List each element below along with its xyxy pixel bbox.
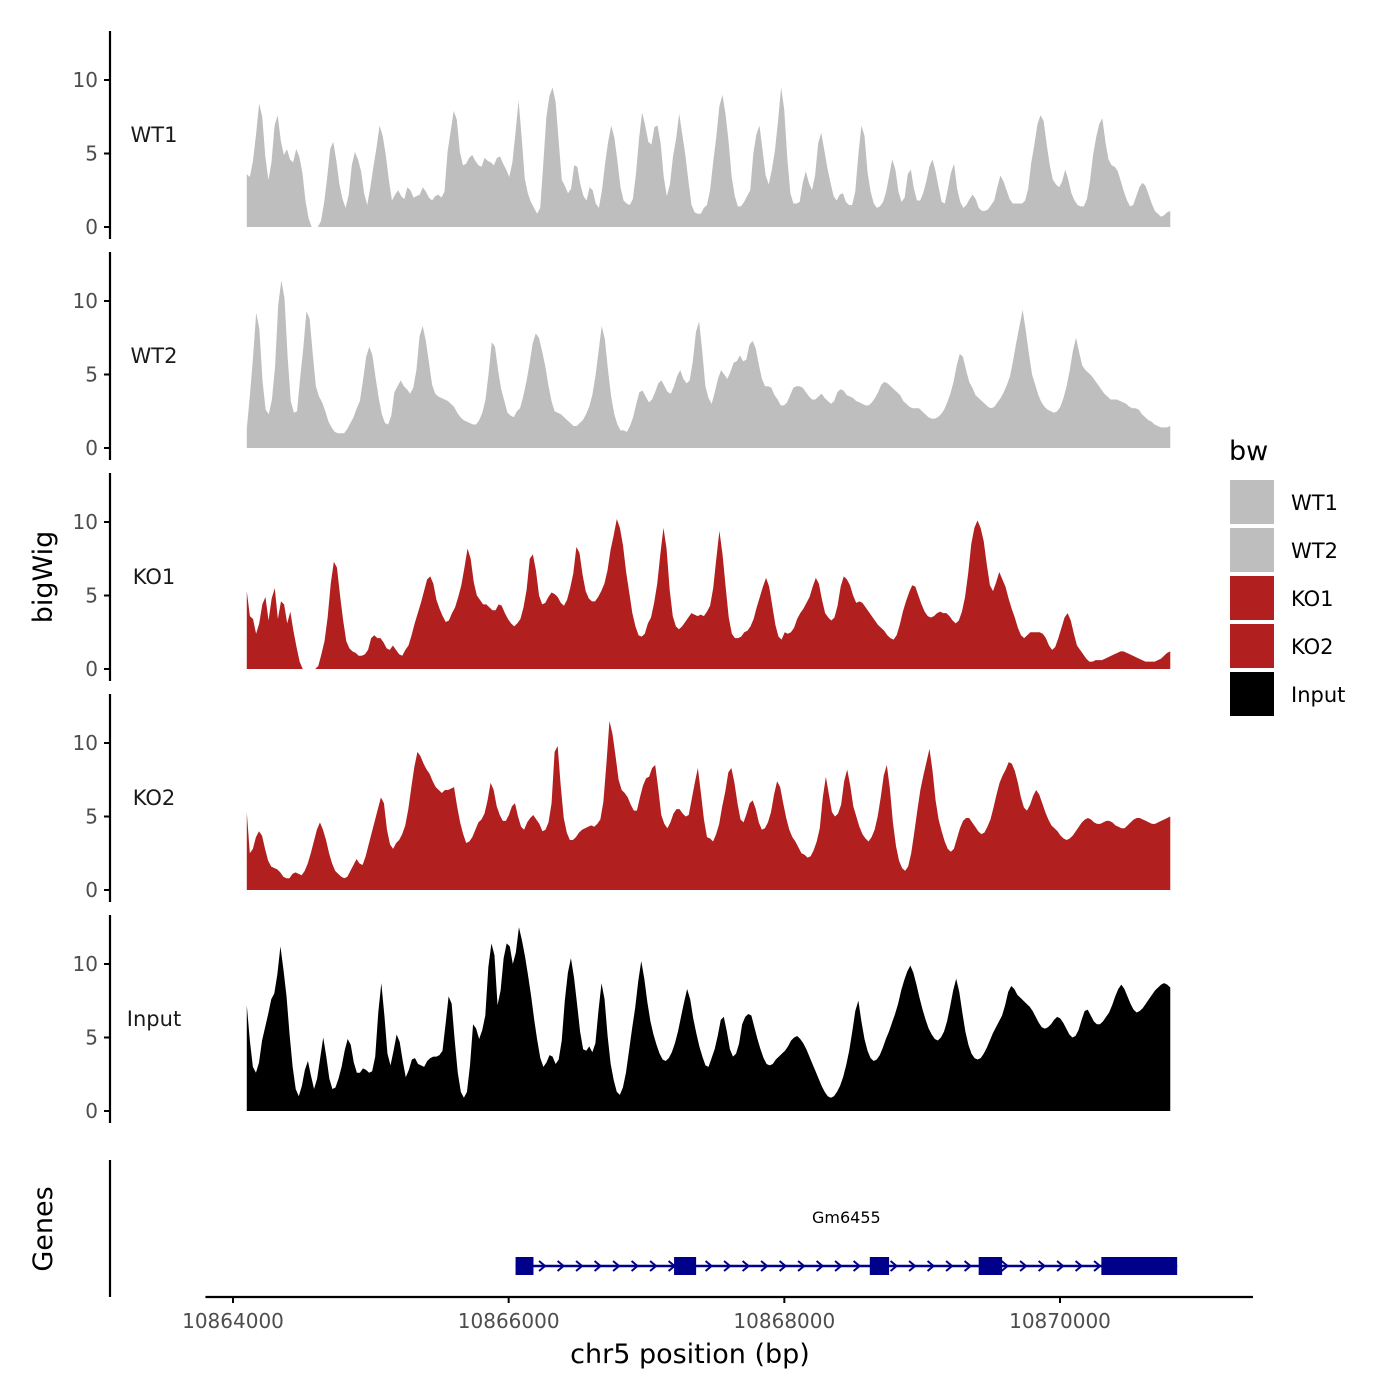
- strand-arrow: [538, 1260, 547, 1272]
- strand-arrow: [889, 1260, 899, 1272]
- y-tick-label-KO2-10: 10: [73, 731, 98, 755]
- legend: bw WT1 WT2 KO1 KO2 Input: [1229, 436, 1345, 716]
- y-tick-label-WT2-10: 10: [73, 289, 98, 313]
- track-panels: 0 5 10 WT1 0 5 10 WT2 0 5 10 KO1 0 5 10 KO2 0 5 10 Input: [73, 31, 1171, 1123]
- gene-Gm6455: Gm6455: [515, 1208, 1178, 1275]
- y-axis-title-genes: Genes: [28, 1186, 59, 1271]
- y-tick-label-Input-10: 10: [73, 952, 98, 976]
- legend-label-WT1: WT1: [1291, 491, 1338, 515]
- strand-arrow: [815, 1260, 825, 1272]
- legend-label-KO2: KO2: [1291, 635, 1334, 659]
- signal-area-WT1: [246, 87, 1171, 227]
- strand-arrow: [760, 1260, 769, 1272]
- track-label-WT2: WT2: [131, 344, 178, 368]
- strand-arrow: [852, 1260, 862, 1272]
- signal-area-Input: [246, 927, 1171, 1111]
- y-tick-label-KO1-10: 10: [73, 510, 98, 534]
- strand-arrow: [630, 1260, 640, 1272]
- legend-label-KO1: KO1: [1291, 587, 1334, 611]
- track-label-KO2: KO2: [133, 786, 176, 810]
- legend-entry-WT1: WT1: [1230, 480, 1338, 524]
- strand-arrow: [723, 1260, 732, 1272]
- strand-arrow: [834, 1260, 843, 1272]
- exon-4: [978, 1257, 1003, 1275]
- legend-entry-Input: Input: [1230, 672, 1345, 716]
- y-tick-label-KO1-0: 0: [85, 657, 98, 681]
- track-KO1: 0 5 10 KO1: [73, 473, 1171, 681]
- exon-3: [869, 1257, 890, 1275]
- legend-swatch-WT2: [1230, 528, 1274, 572]
- strand-arrow: [575, 1260, 584, 1272]
- legend-entry-KO2: KO2: [1230, 624, 1334, 668]
- exon-1: [515, 1257, 534, 1275]
- y-tick-label-WT1-0: 0: [85, 215, 98, 239]
- x-tick-label-10870000: 10870000: [1009, 1309, 1111, 1333]
- strand-arrow: [908, 1260, 917, 1272]
- y-tick-label-Input-0: 0: [85, 1099, 98, 1123]
- strand-arrow: [1093, 1260, 1102, 1272]
- genes-panel: Gm6455: [108, 1160, 1178, 1297]
- legend-label-WT2: WT2: [1291, 539, 1338, 563]
- y-tick-label-Input-5: 5: [85, 1026, 98, 1050]
- track-label-Input: Input: [127, 1007, 181, 1031]
- strand-arrow: [797, 1260, 806, 1272]
- strand-arrow: [593, 1260, 603, 1272]
- track-Input: 0 5 10 Input: [73, 915, 1171, 1123]
- track-WT2: 0 5 10 WT2: [73, 252, 1171, 460]
- exon-2: [674, 1257, 697, 1275]
- strand-arrow: [704, 1260, 714, 1272]
- x-tick-label-10866000: 10866000: [458, 1309, 560, 1333]
- y-tick-label-WT1-5: 5: [85, 142, 98, 166]
- strand-arrow: [926, 1260, 936, 1272]
- strand-arrow: [1019, 1260, 1028, 1272]
- y-tick-label-KO1-5: 5: [85, 584, 98, 608]
- signal-area-KO1: [246, 519, 1171, 669]
- legend-swatch-Input: [1230, 672, 1274, 716]
- y-tick-label-WT1-10: 10: [73, 68, 98, 92]
- x-tick-label-10864000: 10864000: [182, 1309, 284, 1333]
- x-axis: 10864000 10866000 10868000 10870000: [182, 1295, 1253, 1333]
- track-KO2: 0 5 10 KO2: [73, 694, 1171, 902]
- legend-title: bw: [1229, 436, 1268, 467]
- legend-entry-KO1: KO1: [1230, 576, 1334, 620]
- signal-area-WT2: [246, 280, 1171, 448]
- y-tick-label-WT2-5: 5: [85, 363, 98, 387]
- x-axis-title: chr5 position (bp): [570, 1339, 810, 1370]
- track-label-KO1: KO1: [133, 565, 176, 589]
- y-tick-label-WT2-0: 0: [85, 436, 98, 460]
- strand-arrow: [963, 1260, 973, 1272]
- strand-arrow: [1074, 1260, 1084, 1272]
- x-tick-label-10868000: 10868000: [733, 1309, 835, 1333]
- legend-swatch-KO1: [1230, 576, 1274, 620]
- strand-arrow: [1037, 1260, 1047, 1272]
- strand-arrow: [1056, 1260, 1065, 1272]
- strand-arrow: [741, 1260, 751, 1272]
- signal-area-KO2: [246, 720, 1171, 890]
- gene-name-label: Gm6455: [812, 1208, 881, 1227]
- strand-arrow: [556, 1260, 566, 1272]
- strand-arrow: [945, 1260, 954, 1272]
- strand-arrow: [1000, 1260, 1010, 1272]
- strand-arrow: [778, 1260, 788, 1272]
- y-tick-label-KO2-5: 5: [85, 805, 98, 829]
- legend-swatch-KO2: [1230, 624, 1274, 668]
- track-label-WT1: WT1: [131, 123, 178, 147]
- y-axis-title-bigwig: bigWig: [28, 531, 59, 624]
- legend-entry-WT2: WT2: [1230, 528, 1338, 572]
- legend-swatch-WT1: [1230, 480, 1274, 524]
- exon-5: [1101, 1257, 1178, 1275]
- track-WT1: 0 5 10 WT1: [73, 31, 1171, 239]
- legend-label-Input: Input: [1291, 683, 1345, 707]
- strand-arrow: [649, 1260, 658, 1272]
- strand-arrow: [612, 1260, 621, 1272]
- y-tick-label-KO2-0: 0: [85, 878, 98, 902]
